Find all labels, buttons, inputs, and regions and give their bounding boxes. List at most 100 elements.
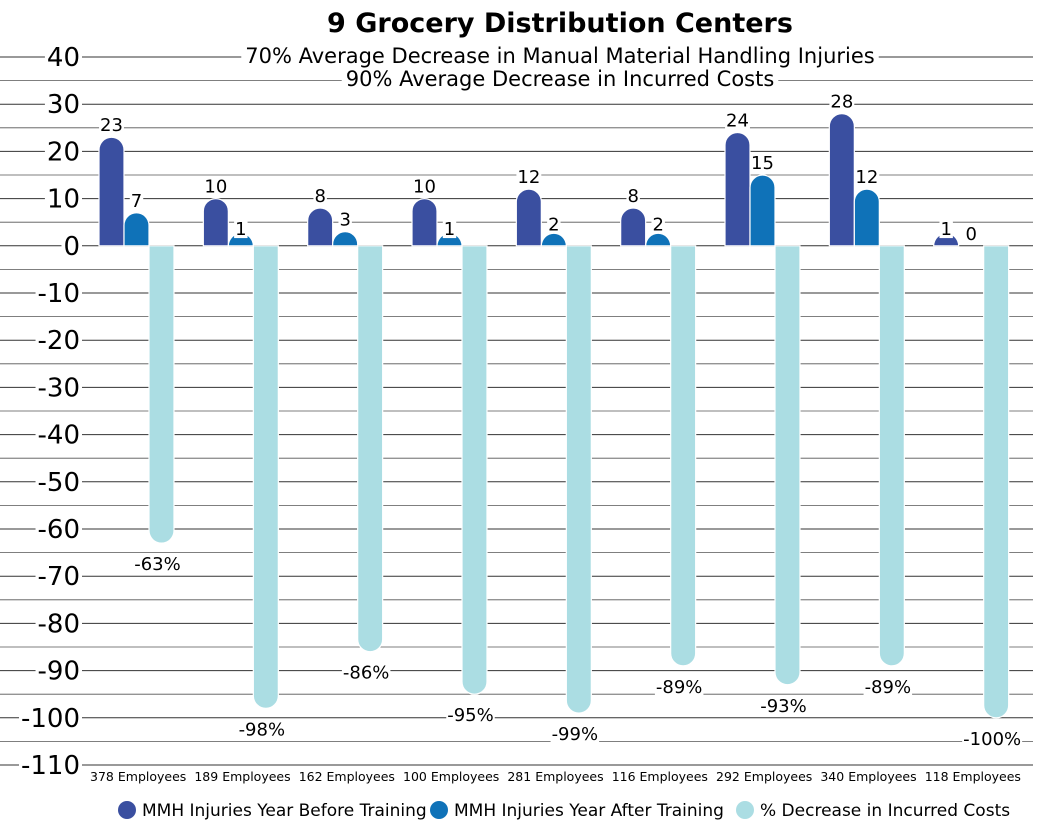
data-label: 8 bbox=[314, 186, 325, 207]
data-label-bg bbox=[654, 678, 704, 696]
data-label-bg bbox=[516, 169, 542, 187]
data-label-bg bbox=[759, 697, 808, 715]
x-tick-label: 292 Employees bbox=[716, 769, 812, 784]
data-label-bg bbox=[133, 556, 182, 574]
axes: 403020100-10-20-30-40-50-60-70-80-90-100… bbox=[18, 43, 1021, 784]
data-label: 1 bbox=[940, 219, 951, 240]
y-tick-label: 0 bbox=[63, 232, 80, 262]
x-tick-label: 116 Employees bbox=[612, 769, 708, 784]
bar-cost bbox=[878, 245, 905, 667]
data-label-bg bbox=[338, 211, 352, 229]
data-label: 10 bbox=[204, 177, 227, 198]
data-label-bg bbox=[962, 730, 1023, 748]
bar-after bbox=[540, 232, 567, 247]
data-label: 12 bbox=[855, 167, 878, 188]
data-label-bg bbox=[750, 155, 775, 172]
data-label: -89% bbox=[865, 677, 912, 698]
y-tick-label: -70 bbox=[38, 562, 80, 592]
y-tick-label: -90 bbox=[38, 657, 80, 687]
y-tick-label-bg bbox=[44, 46, 82, 70]
bar-before bbox=[828, 113, 855, 247]
bar-before bbox=[620, 207, 647, 247]
bar-after bbox=[645, 232, 672, 247]
bar-before bbox=[202, 198, 229, 247]
bar-cost bbox=[983, 245, 1010, 719]
bar-before bbox=[724, 131, 751, 247]
legend-item-cost-decrease: % Decrease in Incurred Costs bbox=[736, 801, 1010, 821]
data-label: -86% bbox=[343, 663, 390, 684]
y-tick-label: -40 bbox=[38, 421, 80, 451]
legend-label-after-training: MMH Injuries Year After Training bbox=[454, 801, 724, 821]
y-tick-label-bg bbox=[61, 234, 82, 259]
data-label-bg bbox=[863, 678, 913, 696]
x-tick-label: 281 Employees bbox=[507, 769, 603, 784]
data-label-bg bbox=[203, 178, 229, 196]
data-label: 0 bbox=[965, 224, 976, 245]
y-tick-label: 30 bbox=[47, 90, 80, 120]
data-label-bg bbox=[313, 188, 327, 206]
bar-cost bbox=[252, 245, 279, 709]
data-label: 1 bbox=[444, 219, 455, 240]
y-tick-label-bg bbox=[35, 329, 82, 354]
bars bbox=[98, 113, 1010, 719]
data-label-bg bbox=[129, 192, 144, 210]
data-label: 7 bbox=[131, 191, 142, 212]
x-tick-label: 378 Employees bbox=[90, 769, 186, 784]
data-label: 12 bbox=[517, 167, 540, 188]
bar-cost bbox=[565, 245, 592, 714]
data-label: -98% bbox=[239, 719, 286, 740]
data-label: 2 bbox=[652, 214, 663, 235]
data-label: -100% bbox=[963, 729, 1021, 750]
data-label: -89% bbox=[656, 677, 703, 698]
y-tick-label: 40 bbox=[47, 43, 80, 73]
legend-swatch-after-training bbox=[430, 801, 448, 819]
bar-before bbox=[515, 188, 542, 247]
y-tick-label-bg bbox=[35, 612, 82, 637]
y-tick-label: -110 bbox=[21, 751, 80, 781]
data-label: 24 bbox=[726, 111, 749, 132]
data-label-bg bbox=[550, 726, 600, 744]
y-tick-label-bg bbox=[44, 93, 82, 118]
y-tick-label: -80 bbox=[38, 609, 80, 639]
data-label-bg bbox=[725, 112, 750, 130]
y-tick-label-bg bbox=[18, 706, 82, 731]
y-tick-label-bg bbox=[35, 282, 82, 306]
y-tick-label-bg bbox=[35, 565, 82, 590]
data-label: 15 bbox=[751, 153, 774, 174]
y-tick-label: -10 bbox=[38, 279, 80, 309]
data-label: -99% bbox=[552, 724, 599, 745]
y-tick-label-bg bbox=[18, 754, 82, 778]
y-tick-label: -60 bbox=[38, 515, 80, 545]
y-tick-label: -100 bbox=[21, 704, 80, 734]
y-tick-label-bg bbox=[35, 376, 82, 401]
data-label: 3 bbox=[339, 210, 350, 231]
data-label-bg bbox=[341, 664, 391, 682]
bar-cost bbox=[461, 245, 488, 695]
y-tick-label-bg bbox=[35, 423, 82, 448]
x-tick-label: 100 Employees bbox=[403, 769, 499, 784]
y-tick-label: 20 bbox=[47, 137, 80, 167]
data-label: 28 bbox=[830, 92, 853, 113]
data-label: 2 bbox=[548, 214, 559, 235]
y-tick-label-bg bbox=[44, 187, 82, 212]
legend: MMH Injuries Year Before Training MMH In… bbox=[118, 801, 1010, 821]
bar-after bbox=[853, 188, 880, 247]
legend-swatch-before-training bbox=[118, 801, 136, 819]
data-label: 10 bbox=[413, 177, 436, 198]
data-label-bg bbox=[964, 225, 978, 243]
data-label-bg bbox=[626, 188, 640, 206]
bar-after bbox=[749, 174, 776, 247]
data-label: 1 bbox=[235, 219, 246, 240]
data-label-bg bbox=[442, 221, 457, 239]
bar-after bbox=[332, 231, 359, 247]
bar-before bbox=[411, 198, 438, 247]
bar-cost bbox=[670, 245, 697, 667]
data-label: -63% bbox=[134, 554, 181, 575]
chart-subtitle-injuries: 70% Average Decrease in Manual Material … bbox=[245, 44, 874, 68]
y-tick-label: 10 bbox=[47, 185, 80, 215]
heading-bg bbox=[341, 69, 779, 89]
chart-title: 9 Grocery Distribution Centers bbox=[327, 8, 793, 39]
data-label-bg bbox=[939, 221, 953, 239]
legend-label-before-training: MMH Injuries Year Before Training bbox=[142, 801, 427, 821]
